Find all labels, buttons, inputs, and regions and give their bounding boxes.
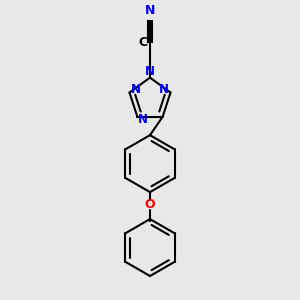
Text: C: C [138,36,147,49]
Text: O: O [145,198,155,211]
Text: N: N [159,83,169,96]
Text: N: N [138,113,148,126]
Text: N: N [145,4,155,17]
Text: N: N [145,65,155,78]
Text: N: N [130,83,140,96]
